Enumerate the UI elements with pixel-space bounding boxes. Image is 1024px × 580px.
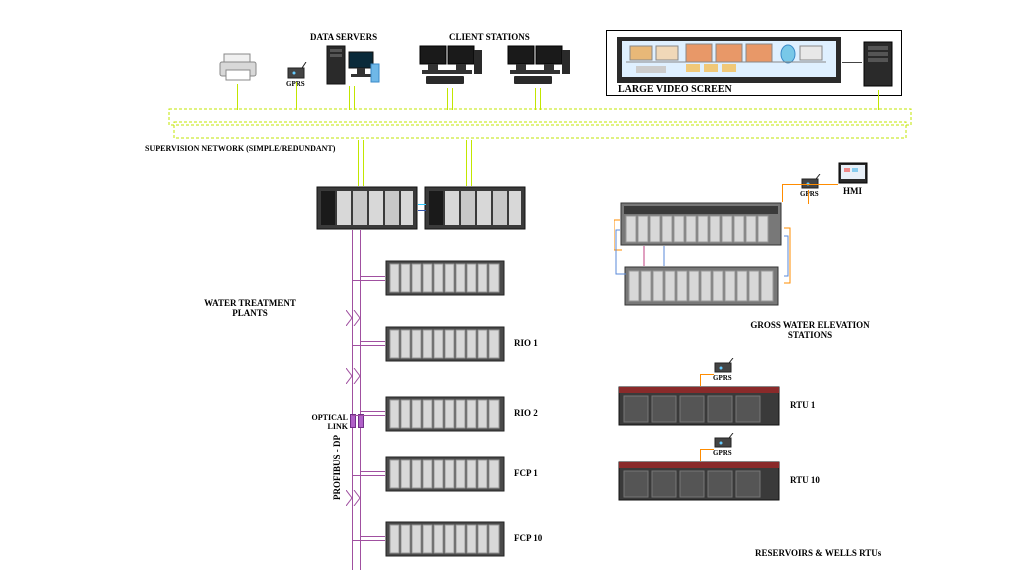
wire-server-a: [349, 86, 350, 110]
gprs-label-2: GPRS: [800, 190, 819, 198]
stub-r1: [360, 341, 385, 342]
owire-rtu1-h: [700, 374, 714, 375]
stub-r4b: [352, 540, 385, 541]
owire-gprs2: [808, 190, 809, 204]
video-computer-icon: [862, 40, 896, 88]
wire-video: [878, 90, 879, 110]
gwes-label: GROSS WATER ELEVATION STATIONS: [730, 320, 890, 340]
gprs-modem-4-icon: [713, 433, 735, 449]
owire-rtu10-h: [700, 449, 714, 450]
plc-1-icon: [316, 186, 418, 230]
gwes-links: [614, 200, 794, 320]
data-servers-label: DATA SERVERS: [310, 32, 377, 42]
optical-link-b-icon: [358, 414, 364, 428]
wire-plc2-b: [471, 140, 472, 186]
wire-client1-b: [452, 88, 453, 110]
stub-r1b: [352, 345, 385, 346]
wire-client1-a: [447, 88, 448, 110]
supervision-bus: [168, 108, 912, 142]
stub-r4: [360, 536, 385, 537]
zigzag-2: [346, 368, 368, 384]
plc-link-cyan: [418, 204, 426, 205]
wire-gprs1: [296, 82, 297, 110]
gprs-modem-2-icon: [800, 174, 822, 190]
printer-icon: [218, 50, 258, 82]
rio1-label: RIO 1: [514, 338, 538, 348]
stub-r0b: [352, 280, 385, 281]
client-1-icon: [416, 44, 484, 88]
rtu-1-icon: [618, 386, 780, 426]
fcp-10-icon: [385, 521, 505, 557]
reservoirs-label: RESERVOIRS & WELLS RTUs: [755, 548, 881, 558]
wire-plc1-a: [358, 140, 359, 186]
profibus-line-a: [352, 230, 353, 570]
server-icon: [325, 44, 381, 86]
wire-plc1-b: [363, 140, 364, 186]
wire-client2-a: [535, 88, 536, 110]
owire-rtu1: [700, 374, 701, 386]
client-stations-label: CLIENT STATIONS: [449, 32, 530, 42]
large-video-screen-icon: [616, 36, 842, 84]
wire-screen: [842, 62, 862, 63]
zigzag-1: [346, 310, 368, 326]
plc-2-icon: [424, 186, 526, 230]
large-video-label: LARGE VIDEO SCREEN: [618, 84, 732, 95]
rio-1-icon: [385, 326, 505, 362]
rio-2-icon: [385, 396, 505, 432]
profibus-label: PROFIBUS - DP: [332, 435, 342, 500]
optical-link-a-icon: [350, 414, 356, 428]
wtp-rack-0-icon: [385, 260, 505, 296]
stub-r2: [360, 411, 385, 412]
optical-link-label: OPTICAL LINK: [306, 413, 348, 431]
hmi-icon: [838, 162, 868, 184]
rio2-label: RIO 2: [514, 408, 538, 418]
wire-server-b: [354, 86, 355, 110]
gprs-modem-3-icon: [713, 358, 735, 374]
fcp1-label: FCP 1: [514, 468, 538, 478]
plc-link-blue: [418, 210, 426, 211]
zigzag-3: [346, 490, 368, 506]
profibus-line-b: [360, 230, 361, 570]
supervision-label: SUPERVISION NETWORK (SIMPLE/REDUNDANT): [145, 144, 335, 153]
stub-r0: [360, 276, 385, 277]
stub-r2b: [352, 415, 385, 416]
rtu-10-icon: [618, 461, 780, 501]
rtu10-label: RTU 10: [790, 475, 820, 485]
gprs-modem-1-icon: [286, 62, 308, 80]
wire-printer: [237, 84, 238, 110]
fcp10-label: FCP 10: [514, 533, 542, 543]
gprs-label-3: GPRS: [713, 374, 732, 382]
gprs-label-4: GPRS: [713, 449, 732, 457]
fcp-1-icon: [385, 456, 505, 492]
wire-plc2-a: [466, 140, 467, 186]
stub-r3b: [352, 475, 385, 476]
client-2-icon: [504, 44, 572, 88]
rtu1-label: RTU 1: [790, 400, 815, 410]
owire-hmi-h: [782, 184, 838, 185]
wtp-label: WATER TREATMENT PLANTS: [190, 298, 310, 318]
stub-r3: [360, 471, 385, 472]
wire-client2-b: [540, 88, 541, 110]
owire-rtu10: [700, 449, 701, 461]
hmi-label: HMI: [843, 186, 862, 196]
